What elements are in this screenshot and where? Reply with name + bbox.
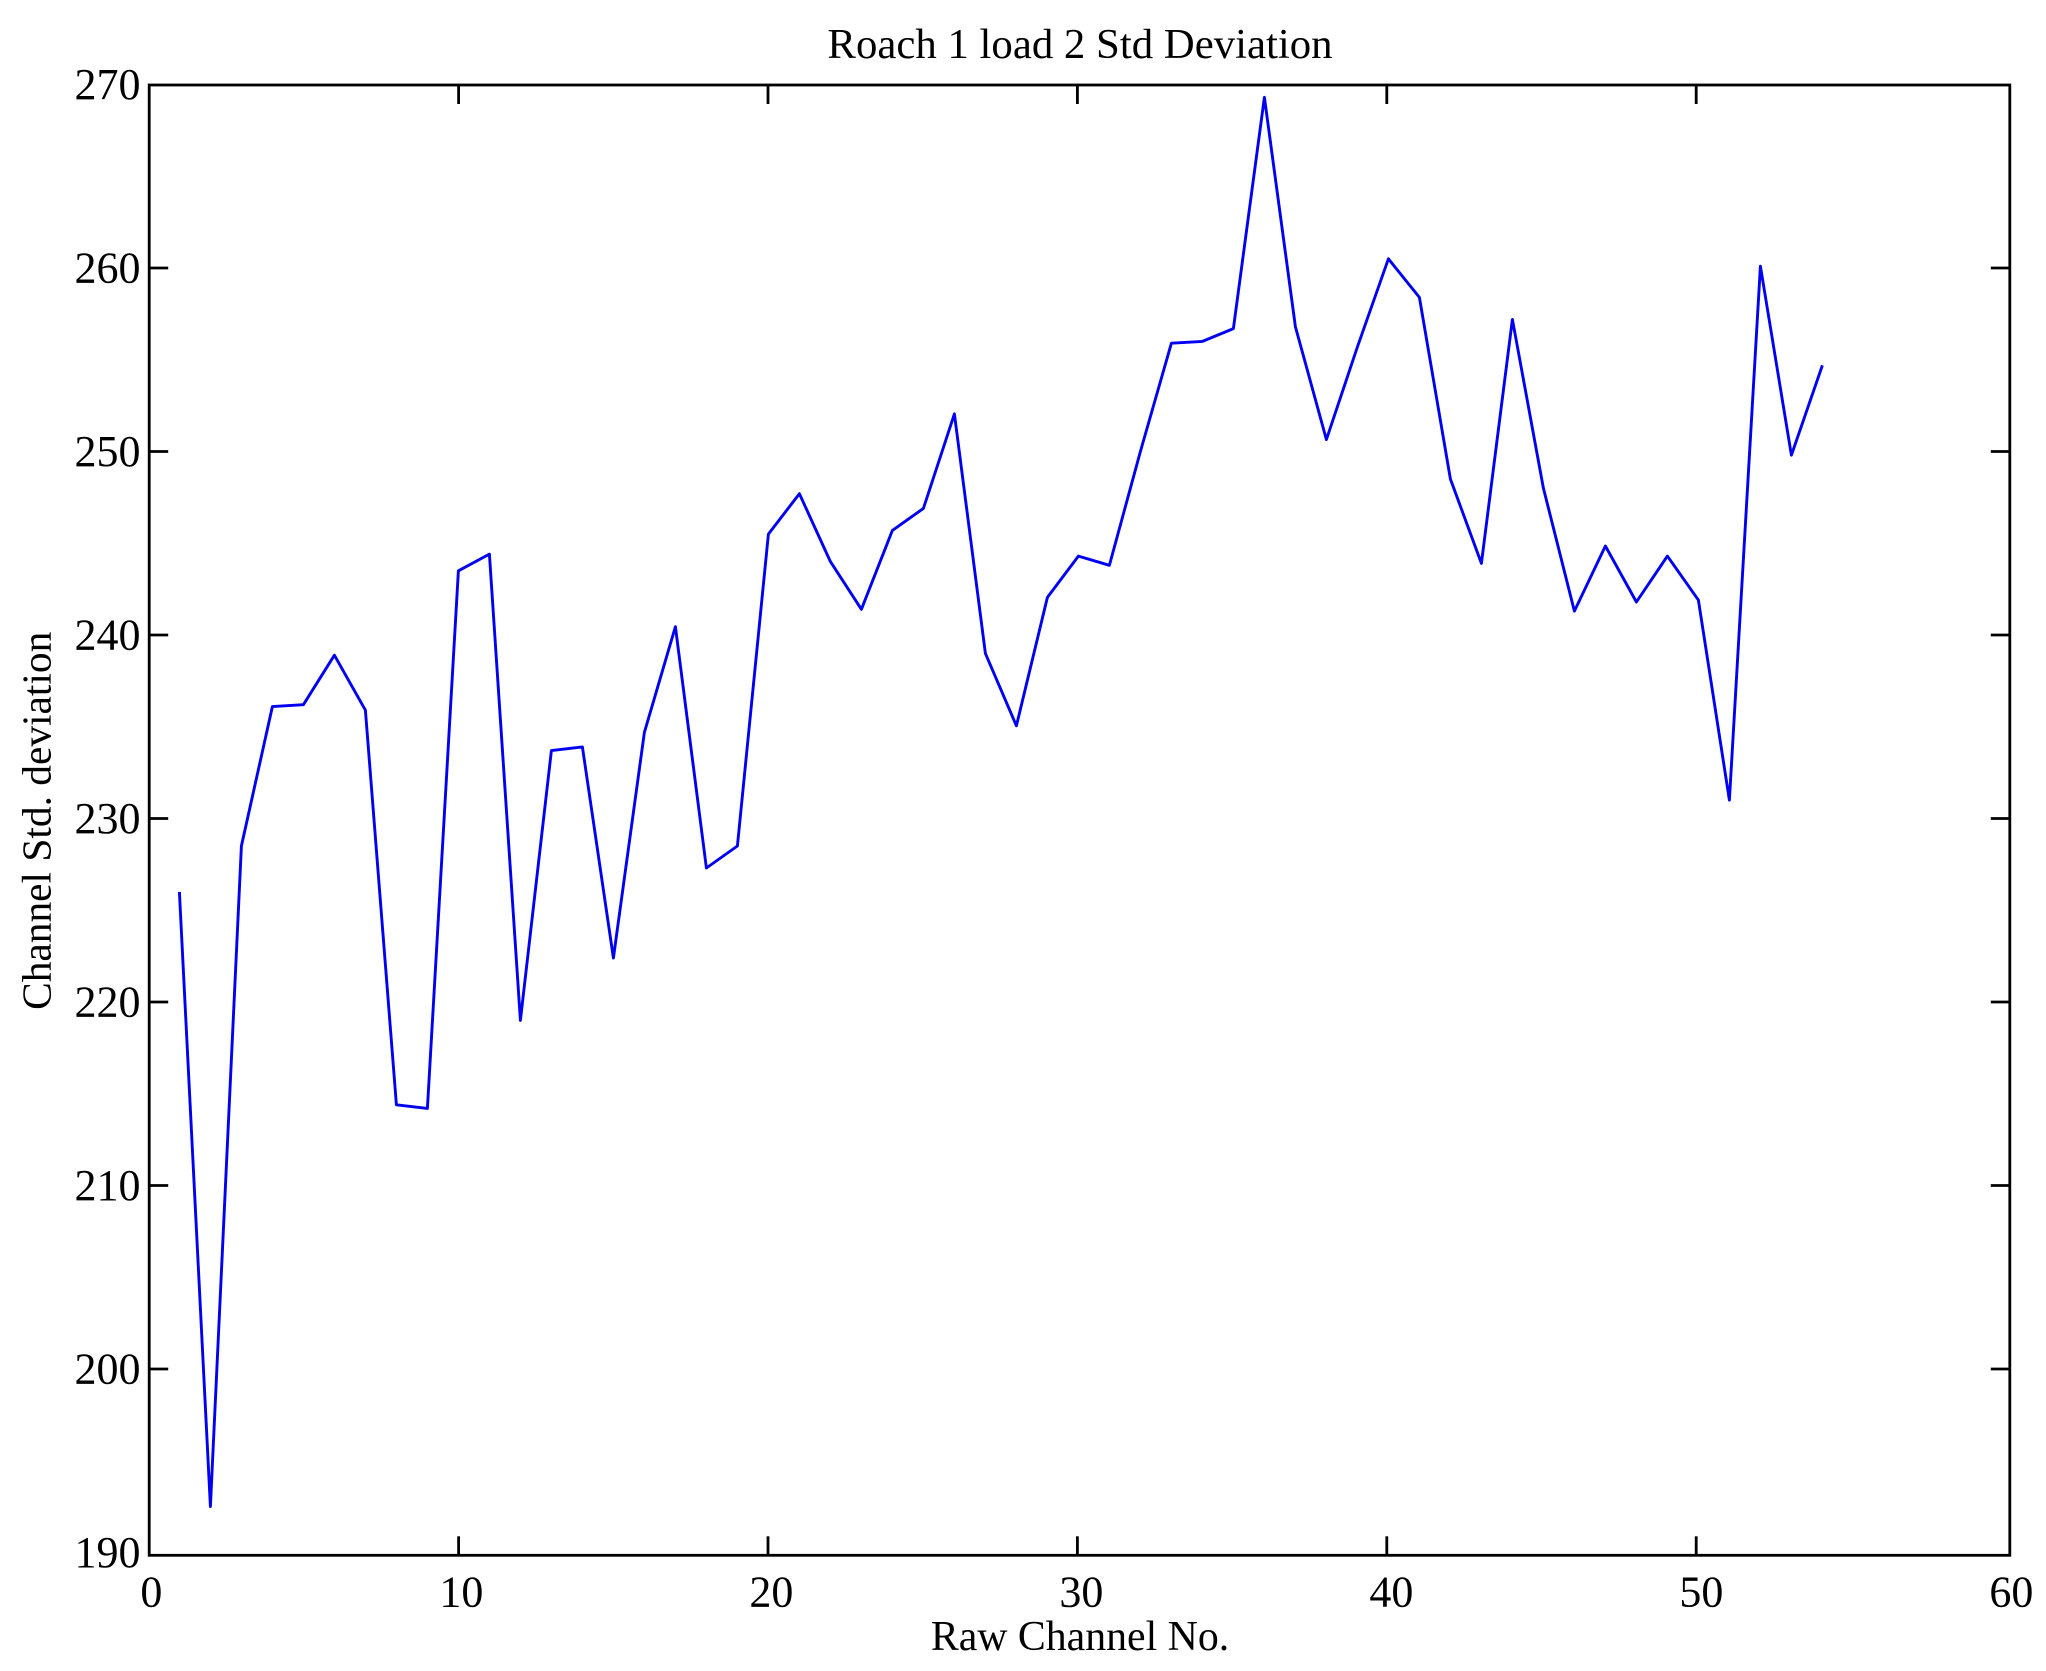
- svg-text:10: 10: [439, 1568, 483, 1617]
- svg-text:250: 250: [75, 427, 141, 476]
- svg-text:230: 230: [75, 794, 141, 843]
- svg-text:260: 260: [75, 244, 141, 293]
- svg-text:60: 60: [1989, 1568, 2033, 1617]
- svg-text:240: 240: [75, 611, 141, 660]
- svg-text:270: 270: [75, 60, 141, 109]
- svg-text:0: 0: [140, 1568, 162, 1617]
- svg-text:Channel Std. deviation: Channel Std. deviation: [13, 631, 59, 1010]
- svg-text:220: 220: [75, 978, 141, 1027]
- svg-text:40: 40: [1369, 1568, 1413, 1617]
- svg-text:30: 30: [1059, 1568, 1103, 1617]
- svg-text:210: 210: [75, 1161, 141, 1210]
- svg-text:20: 20: [749, 1568, 793, 1617]
- svg-text:Raw Channel No.: Raw Channel No.: [931, 1614, 1229, 1660]
- svg-text:200: 200: [75, 1345, 141, 1394]
- svg-text:50: 50: [1679, 1568, 1723, 1617]
- svg-text:Roach 1 load 2 Std Deviation: Roach 1 load 2 Std Deviation: [827, 21, 1332, 68]
- svg-text:190: 190: [75, 1528, 141, 1577]
